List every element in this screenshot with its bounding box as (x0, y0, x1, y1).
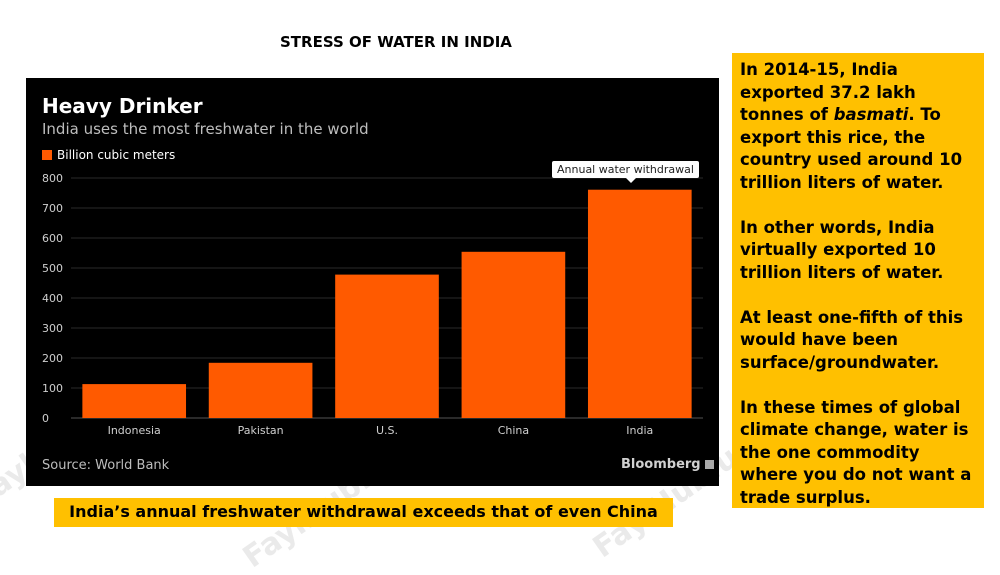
chart-source: Source: World Bank (42, 458, 170, 473)
bar (208, 362, 313, 418)
bloomberg-icon (704, 460, 714, 469)
info-text: In 2014-15, India exported 37.2 lakh ton… (740, 60, 916, 124)
chart-title: Heavy Drinker (42, 94, 203, 118)
info-panel: In 2014-15, India exported 37.2 lakh ton… (732, 53, 984, 508)
slide-title: STRESS OF WATER IN INDIA (280, 33, 512, 51)
legend-swatch (42, 150, 52, 160)
bar (587, 189, 692, 418)
y-tick-label: 200 (42, 352, 63, 365)
x-tick-label: U.S. (376, 424, 398, 437)
bar (335, 274, 439, 418)
bar-chart: 0 100 200 300 400 500 600 700 800 Indonesia Pakist… (42, 172, 703, 437)
info-emphasis: basmati (833, 105, 909, 124)
y-tick-label: 800 (42, 172, 63, 185)
y-tick-label: 600 (42, 232, 63, 245)
y-tick-label: 400 (42, 292, 63, 305)
x-tick-label: India (626, 424, 653, 437)
caption-text: India’s annual freshwater withdrawal exc… (69, 502, 658, 521)
info-paragraph-3: At least one-fifth of this would have be… (740, 307, 964, 372)
y-tick-label: 700 (42, 202, 63, 215)
bar (461, 251, 566, 418)
x-tick-label: Pakistan (238, 424, 284, 437)
info-paragraph-1: In 2014-15, India exported 37.2 lakh ton… (740, 59, 976, 194)
bar-annotation: Annual water withdrawal (552, 161, 699, 183)
chart-panel: 0 100 200 300 400 500 600 700 800 Indonesia Pakist… (26, 78, 719, 486)
legend-label: Billion cubic meters (57, 148, 176, 162)
brand-logo: Bloomberg (621, 457, 714, 472)
brand-name: Bloomberg (621, 457, 701, 472)
chart-subtitle: India uses the most freshwater in the wo… (42, 120, 369, 138)
info-paragraph-4: In these times of global climate change,… (740, 397, 972, 507)
x-tick-label: China (498, 424, 529, 437)
y-tick-label: 300 (42, 322, 63, 335)
caption-box (54, 498, 673, 527)
y-tick-label: 0 (42, 412, 49, 425)
y-tick-label: 500 (42, 262, 63, 275)
info-paragraph-2: In other words, India virtually exported… (740, 217, 944, 282)
chart-legend: Billion cubic meters (42, 148, 175, 162)
y-tick-label: 100 (42, 382, 63, 395)
info-text: . To export this rice, the country used … (740, 105, 963, 192)
bar (82, 384, 187, 418)
x-tick-label: Indonesia (108, 424, 161, 437)
